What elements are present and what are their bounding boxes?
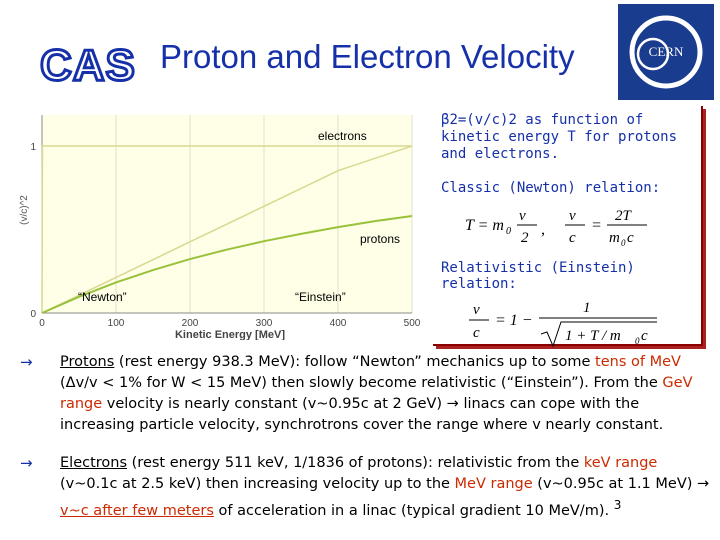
annotation-einstein: “Einstein”: [295, 290, 346, 304]
velocity-chart: 0 100 200 300 400 500 0 1 (v/c)^2 Kinetic Energ…: [19, 115, 421, 340]
newton-v-lhs: v: [569, 208, 576, 224]
einstein-equals: = 1 −: [495, 312, 533, 329]
newton-m0c2-sub: 0: [621, 238, 626, 248]
bullet-arrow-icon: →: [20, 454, 33, 472]
beta-definition-text: 2=(v/c)2 as function of kinetic energy T…: [441, 112, 678, 162]
newton-relation-callout: Classic (Newton) relation: T = m 0 v 0 2…: [433, 178, 703, 264]
cas-logo-text: CAS: [40, 41, 136, 88]
x-tick-label: 200: [182, 318, 199, 329]
einstein-formula: v c = 1 − 1 1 + T / m 0 c: [469, 300, 657, 348]
x-tick-label: 300: [256, 318, 273, 329]
annotation-electrons: electrons: [318, 129, 367, 143]
electrons-text-2: (v~0.1c at 2.5 keV) then increasing velo…: [60, 476, 455, 492]
newton-m0c2: m: [609, 230, 620, 246]
electrons-highlight-mev-range: MeV range: [454, 476, 533, 492]
page-number: 3: [613, 498, 622, 512]
x-tick-label: 400: [330, 318, 347, 329]
annotation-protons: protons: [360, 232, 400, 246]
beta-definition-callout: β2=(v/c)2 as function of kinetic energy …: [433, 106, 703, 186]
x-tick-label: 100: [108, 318, 125, 329]
series-line-electrons: [41, 145, 412, 314]
newton-2T: 2T: [615, 208, 633, 224]
bullet-electrons: → Electrons (rest energy 511 keV, 1/1836…: [20, 453, 710, 522]
x-tick-label: 500: [404, 318, 421, 329]
newton-c-lhs: c: [569, 230, 576, 246]
protons-highlight-gev-range: GeV range: [60, 375, 693, 412]
newton-formula: T = m 0 v 0 2 , v c = 2T m 0 c: [465, 208, 647, 248]
newton-heading: Classic (Newton) relation:: [441, 180, 661, 196]
y-tick-label: 1: [30, 142, 36, 153]
cas-logo: CAS: [39, 40, 137, 89]
cern-logo-text: CERN: [649, 44, 684, 59]
protons-text-1: (rest energy 938.3 MeV): follow “Newton”…: [114, 354, 596, 370]
newton-two: 2: [521, 230, 529, 246]
series-line-newton: [41, 145, 413, 314]
bullet-protons: → Protons (rest energy 938.3 MeV): follo…: [20, 352, 710, 436]
protons-highlight-tens-mev: tens of MeV: [595, 354, 681, 370]
plot-background: [42, 115, 412, 313]
einstein-c: c: [473, 325, 480, 341]
y-tick-label: 0: [30, 309, 36, 320]
einstein-heading: Relativistic (Einstein) relation:: [441, 260, 635, 292]
x-tick-label: 0: [39, 318, 45, 329]
cern-logo: CERN: [618, 4, 714, 100]
electrons-highlight-few-meters: v~c after few meters: [60, 502, 214, 519]
newton-m0c2-c: c: [627, 230, 634, 246]
bullet-arrow-icon: →: [20, 353, 33, 371]
newton-T-m: T = m: [465, 217, 504, 234]
electrons-text-1: (rest energy 511 keV, 1/1836 of protons)…: [127, 455, 584, 471]
x-axis-label: Kinetic Energy [MeV]: [175, 329, 285, 340]
beta-symbol: β: [441, 112, 450, 128]
series-line-protons: [41, 214, 413, 314]
electrons-highlight-kev-range: keV range: [583, 455, 658, 471]
newton-v: v: [519, 208, 526, 224]
einstein-relation-callout: Relativistic (Einstein) relation: v c = …: [433, 258, 703, 348]
y-axis-label: (v/c)^2: [19, 195, 30, 225]
protons-text-2: (Δv/v < 1% for W < 15 MeV) then slowly b…: [60, 375, 663, 391]
newton-m-subscript: 0: [506, 226, 511, 237]
electrons-label: Electrons: [60, 455, 128, 471]
annotation-newton: “Newton”: [78, 290, 127, 304]
electrons-text-3: (v~0.95c at 1.1 MeV) →: [532, 476, 710, 492]
einstein-root-sub: 0: [635, 336, 640, 346]
einstein-v: v: [473, 302, 480, 318]
newton-equals: =: [591, 217, 602, 234]
protons-text-3: velocity is nearly constant (v~0.95c at …: [60, 396, 664, 433]
einstein-root: 1 + T / m: [565, 328, 621, 344]
einstein-root-c: c: [641, 328, 648, 344]
slide-title: Proton and Electron Velocity: [160, 38, 575, 75]
newton-comma: ,: [541, 221, 545, 238]
electrons-text-4: of acceleration in a linac (typical grad…: [213, 502, 614, 519]
einstein-one: 1: [583, 300, 591, 316]
protons-label: Protons: [60, 354, 115, 370]
